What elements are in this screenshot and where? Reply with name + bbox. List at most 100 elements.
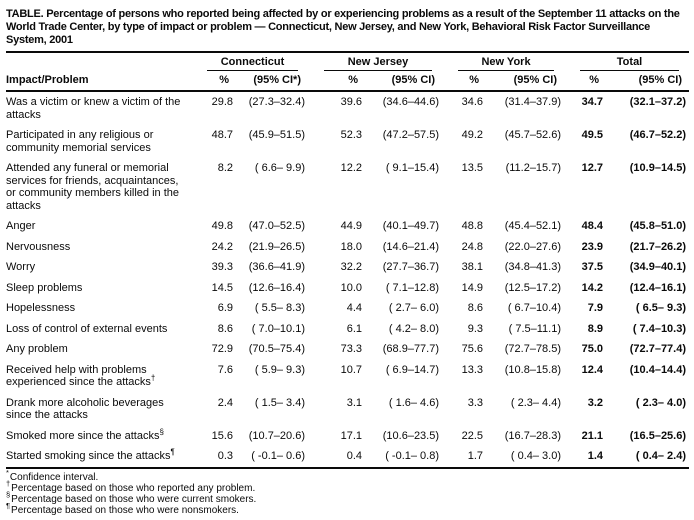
percent-cell: 12.4 xyxy=(581,363,604,376)
ci-cell: ( 7.0–10.1) xyxy=(251,322,305,335)
table-row: Smoked more since the attacks§ 15.6 (10.7–… xyxy=(6,426,689,447)
ci-cell: ( 6.9–14.7) xyxy=(385,363,440,376)
group-header-connecticut-label: Connecticut xyxy=(207,56,298,71)
row-label-text: Attended any funeral or memorial service… xyxy=(6,162,180,212)
percent-cell: 13.3 xyxy=(461,363,484,376)
ci-cell: ( 0.4– 2.4) xyxy=(606,446,690,469)
table-row: Drank more alcoholic beverages since the… xyxy=(6,393,689,426)
ci-cell: ( 6.5– 9.3) xyxy=(635,302,687,314)
percent-cell: 18.0 xyxy=(340,240,362,253)
group-header-new-york: New York xyxy=(442,52,564,71)
row-label-text: Was a victim or knew a victim of the att… xyxy=(6,96,181,121)
footnote: §Percentage based on those who were curr… xyxy=(6,491,689,505)
percent-cell: 3.2 xyxy=(587,396,604,409)
percent-cell: 0.3 xyxy=(191,446,236,469)
row-label-text: Any problem xyxy=(6,343,68,355)
ci-cell: (32.1–37.2) xyxy=(629,96,687,108)
ci-cell: (16.7–28.3) xyxy=(504,429,562,442)
percent-cell: 2.4 xyxy=(217,396,233,409)
percent-cell: 24.8 xyxy=(461,240,484,253)
percent-cell: 48.7 xyxy=(211,129,233,141)
ci-cell: (40.1–49.7) xyxy=(382,220,440,232)
table-row: Started smoking since the attacks¶ 0.3 ( -… xyxy=(6,446,690,469)
ci-cell: (45.7–52.6) xyxy=(504,129,562,141)
percent-cell: 23.9 xyxy=(581,240,604,253)
ci-cell: (72.7–77.4) xyxy=(629,343,687,355)
column-header-impact-problem: Impact/Problem xyxy=(6,71,191,92)
ci-cell: ( 6.6– 9.9) xyxy=(254,162,305,174)
column-header-ct-ci: (95% CI*) xyxy=(236,71,308,92)
footnote-marker: § xyxy=(6,490,11,500)
column-header-row: Impact/Problem % (95% CI*) % (95% CI) % … xyxy=(6,71,690,92)
table-row: Was a victim or knew a victim of the att… xyxy=(6,91,689,125)
row-label: Sleep problems xyxy=(6,278,191,299)
ci-cell: ( -0.1– 0.8) xyxy=(365,446,443,469)
row-label: Was a victim or knew a victim of the att… xyxy=(6,91,191,125)
percent-cell: 22.5 xyxy=(461,429,484,442)
row-label: Anger xyxy=(6,216,191,237)
row-label-text: Smoked more since the attacks xyxy=(6,429,160,442)
footnote-marker: ¶ xyxy=(170,447,175,457)
ci-cell: (34.8–41.3) xyxy=(504,261,562,273)
ci-cell: ( 1.6– 4.6) xyxy=(388,396,440,409)
footnote: †Percentage based on those who reported … xyxy=(6,480,689,494)
ci-cell: (10.7–20.6) xyxy=(248,429,305,442)
ci-cell: (21.9–26.5) xyxy=(248,240,305,253)
percent-cell: 7.9 xyxy=(587,302,604,314)
percent-cell: 24.2 xyxy=(211,240,233,253)
row-label: Nervousness xyxy=(6,237,191,258)
footnote-text: Percentage based on those who were nonsm… xyxy=(11,504,239,516)
row-label-text: Participated in any religious or communi… xyxy=(6,129,154,154)
table-row: Hopelessness 6.9 ( 5.5– 8.3) 4.4 ( 2.7– 6.0)… xyxy=(6,298,689,319)
group-header-row: Connecticut New Jersey New York Total xyxy=(6,52,689,71)
percent-cell: 75.0 xyxy=(581,343,604,355)
row-label-text: Worry xyxy=(6,261,36,273)
ci-cell: ( 4.2– 8.0) xyxy=(388,322,440,335)
ci-cell: ( 2.3– 4.0) xyxy=(635,396,687,409)
column-header-total-percent: % xyxy=(564,71,607,92)
percent-cell: 75.6 xyxy=(461,343,484,355)
percent-cell: 1.7 xyxy=(442,446,487,469)
percent-cell: 14.5 xyxy=(211,281,233,294)
ci-cell: (27.3–32.4) xyxy=(248,96,305,108)
row-label: Participated in any religious or communi… xyxy=(6,125,191,158)
data-table: Connecticut New Jersey New York Total Im… xyxy=(6,51,690,469)
percent-cell: 32.2 xyxy=(340,261,362,273)
row-label-text: Received help with problems experienced … xyxy=(6,363,151,389)
ci-cell: (36.6–41.9) xyxy=(248,261,305,273)
table-row: Sleep problems 14.5 (12.6–16.4) 10.0 ( 7.1–1… xyxy=(6,278,689,299)
percent-cell: 10.7 xyxy=(340,363,362,376)
ci-cell: (68.9–77.7) xyxy=(382,343,440,355)
footnote-text: Percentage based on those who were curre… xyxy=(11,493,257,505)
ci-cell: ( 1.5– 3.4) xyxy=(254,396,305,409)
group-header-new-york-label: New York xyxy=(458,56,555,71)
percent-cell: 39.6 xyxy=(340,96,362,108)
percent-cell: 3.3 xyxy=(467,396,484,409)
column-header-ny-percent: % xyxy=(442,71,487,92)
ci-cell: (46.7–52.2) xyxy=(629,129,687,141)
row-label-text: Nervousness xyxy=(6,240,71,253)
row-label: Received help with problems experienced … xyxy=(6,360,191,393)
percent-cell: 8.6 xyxy=(217,322,233,335)
ci-cell: ( 9.1–15.4) xyxy=(385,162,440,174)
percent-cell: 14.2 xyxy=(581,281,604,294)
percent-cell: 1.4 xyxy=(564,446,607,469)
ci-cell: ( 2.7– 6.0) xyxy=(388,302,440,314)
footnote-marker: ¶ xyxy=(6,501,11,511)
table-row: Worry 39.3 (36.6–41.9) 32.2 (27.7–36.7) 38.1 (… xyxy=(6,257,689,278)
group-header-new-jersey-label: New Jersey xyxy=(324,56,433,71)
percent-cell: 6.9 xyxy=(217,302,233,314)
row-label: Drank more alcoholic beverages since the… xyxy=(6,393,191,426)
table-row: Attended any funeral or memorial service… xyxy=(6,158,689,216)
percent-cell: 8.9 xyxy=(587,322,604,335)
group-header-total: Total xyxy=(564,52,689,71)
table-title: TABLE. Percentage of persons who reporte… xyxy=(6,8,680,46)
percent-cell: 48.8 xyxy=(461,220,484,232)
ci-cell: (34.9–40.1) xyxy=(629,261,687,273)
ci-cell: (31.4–37.9) xyxy=(504,96,562,108)
table-row: Any problem 72.9 (70.5–75.4) 73.3 (68.9–77.7… xyxy=(6,339,689,360)
percent-cell: 72.9 xyxy=(211,343,233,355)
ci-cell: (45.8–51.0) xyxy=(629,220,687,232)
row-label: Started smoking since the attacks¶ xyxy=(6,446,191,469)
ci-cell: (11.2–15.7) xyxy=(505,162,562,174)
